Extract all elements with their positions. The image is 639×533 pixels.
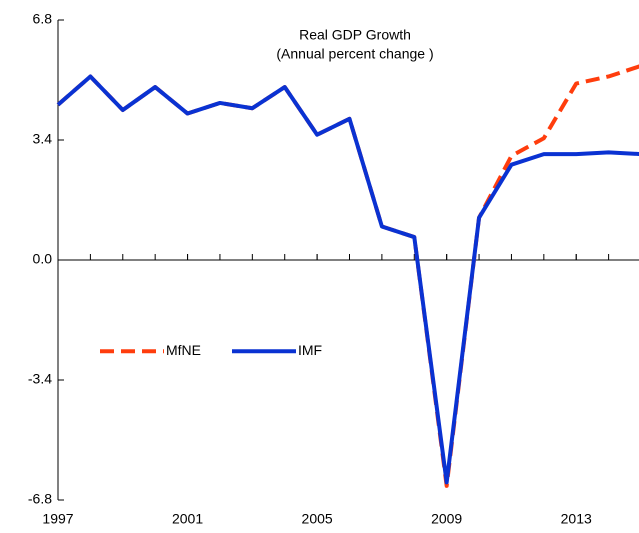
y-tick-label: -3.4: [28, 371, 52, 387]
y-tick-label: -6.8: [28, 491, 52, 507]
x-tick-label: 2013: [561, 511, 592, 527]
chart-subtitle: (Annual percent change ): [276, 46, 433, 62]
y-tick-label: 3.4: [33, 131, 53, 147]
legend-label: IMF: [298, 342, 322, 358]
series-line: [56, 74, 639, 485]
legend-label: MfNE: [166, 342, 201, 358]
y-tick-label: 6.8: [33, 11, 53, 27]
x-tick-label: 1997: [42, 511, 73, 527]
chart-title: Real GDP Growth: [299, 27, 411, 43]
x-tick-label: 2009: [431, 511, 462, 527]
x-tick-label: 2001: [172, 511, 203, 527]
x-tick-label: 2005: [302, 511, 333, 527]
series-line: [56, 64, 639, 488]
y-tick-label: 0.0: [33, 251, 53, 267]
